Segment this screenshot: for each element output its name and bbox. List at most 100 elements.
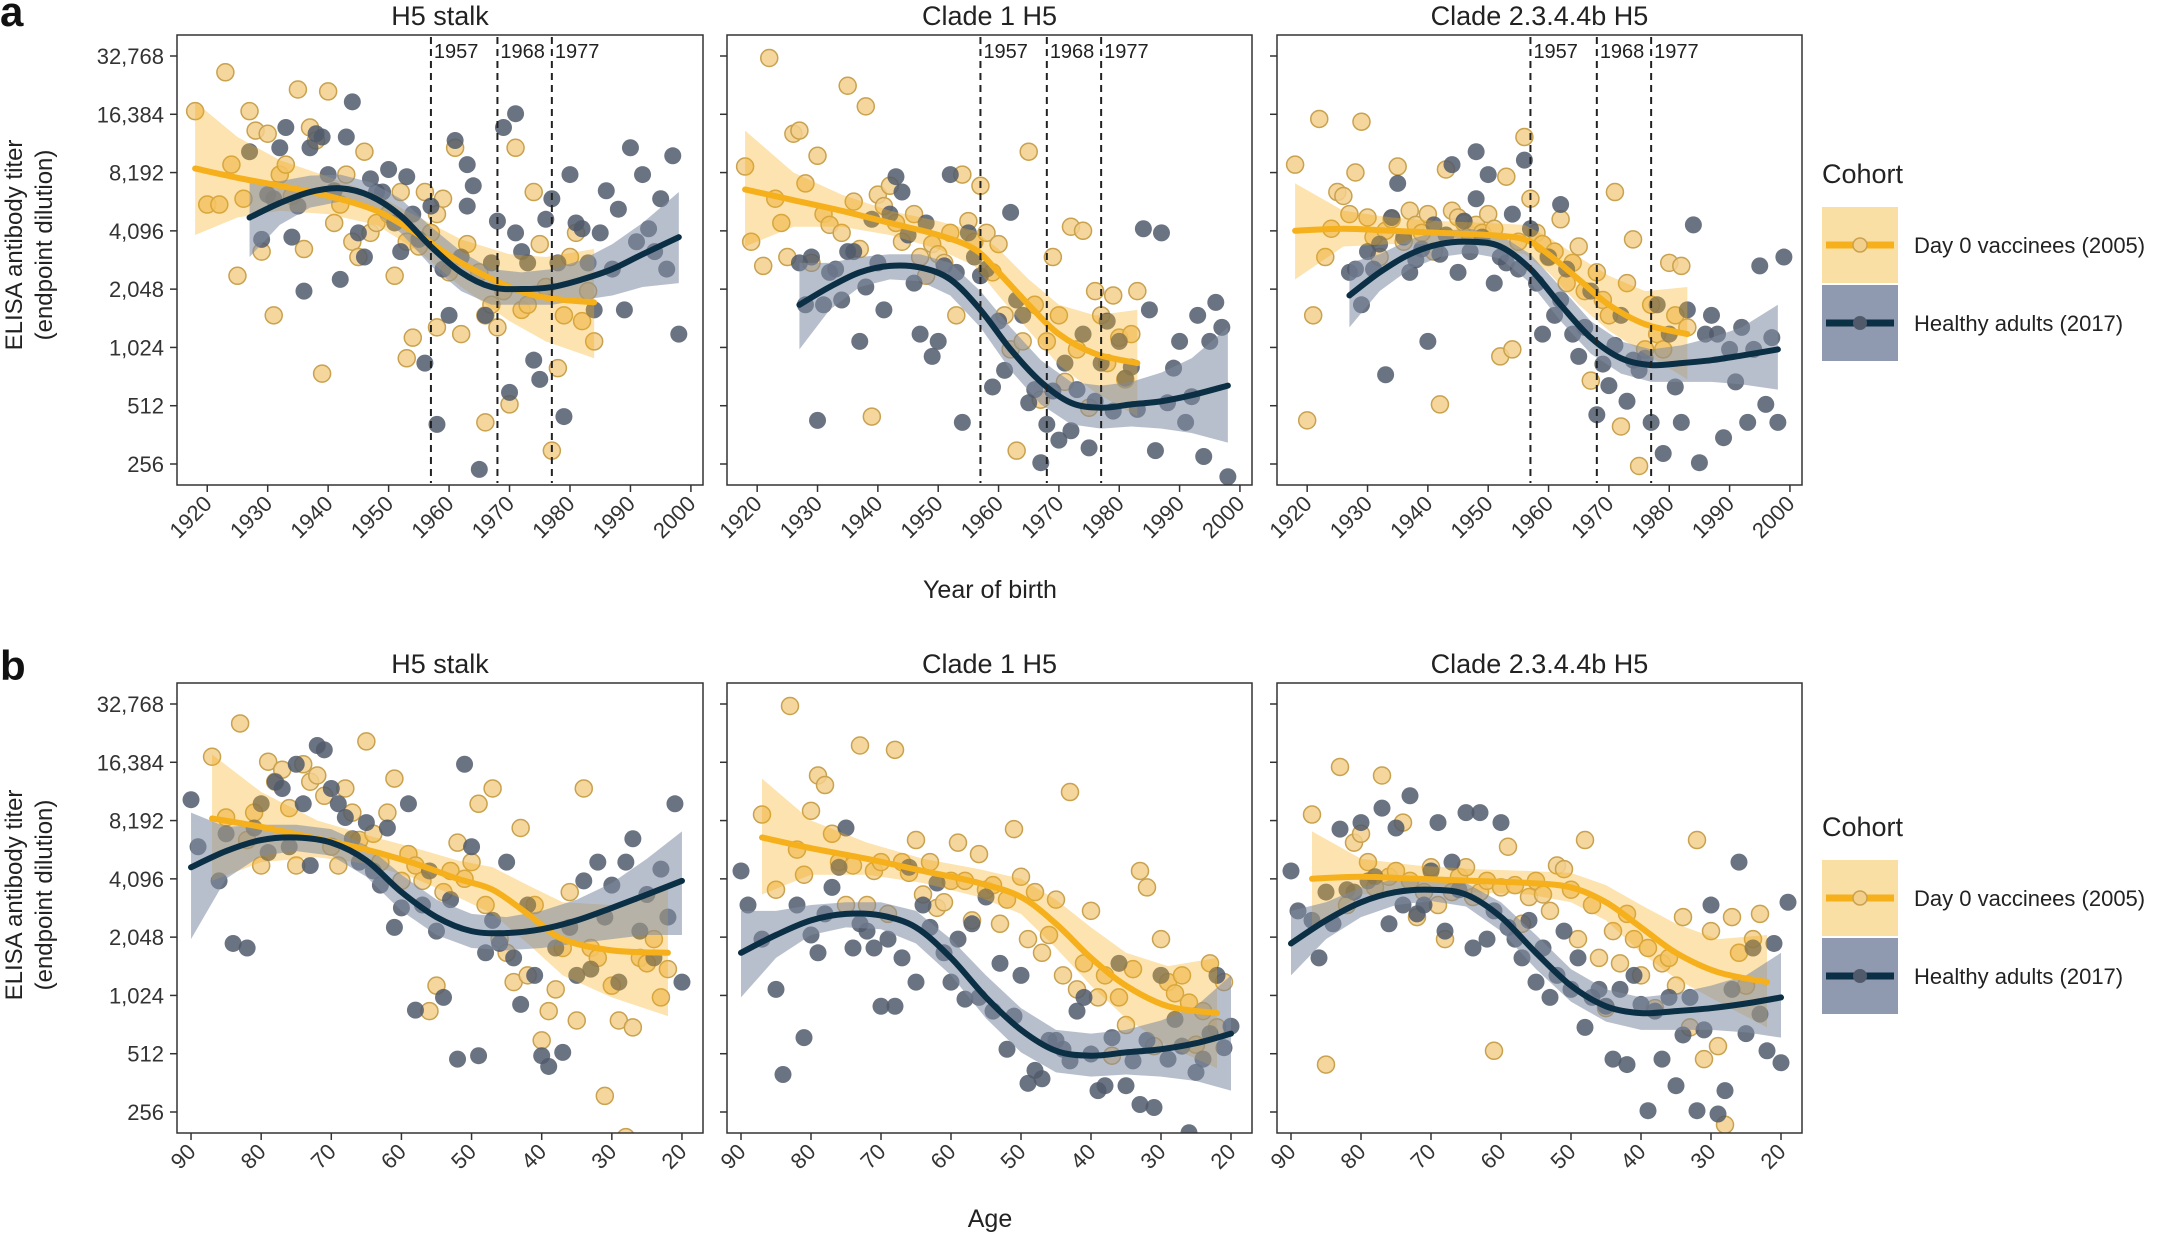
point-healthy (1570, 347, 1588, 365)
point-healthy (1019, 1074, 1037, 1092)
point-healthy (664, 147, 682, 165)
plot-area-1 (185, 63, 688, 478)
point-vaccinee (258, 752, 278, 771)
point-healthy (273, 779, 291, 797)
reference-label-1977: 1977 (1654, 41, 1699, 63)
point-healthy (271, 139, 289, 157)
point-vaccinee (856, 97, 876, 116)
x-tick-label: 1990 (1687, 491, 1739, 543)
point-vaccinee (1151, 929, 1171, 949)
point-healthy (844, 939, 862, 957)
x-tick-label: 1930 (225, 491, 277, 543)
point-healthy (301, 857, 319, 875)
panel-frame (1276, 34, 1803, 486)
point-vaccinee (815, 775, 835, 795)
point-vaccinee (1551, 210, 1570, 229)
point-healthy (1666, 378, 1684, 396)
point-healthy (929, 332, 947, 350)
point-healthy (1317, 883, 1335, 901)
point-healthy (1449, 263, 1467, 281)
x-tick-label: 50 (1546, 1139, 1581, 1174)
point-healthy (573, 220, 591, 238)
point-vaccinee (623, 1018, 643, 1037)
point-healthy (1443, 156, 1461, 174)
point-healthy (582, 960, 600, 978)
reference-label-1977: 1977 (1104, 41, 1149, 63)
y-tick-label: 512 (127, 394, 164, 419)
point-vaccinee (808, 146, 827, 166)
x-tick-label: 70 (1406, 1139, 1441, 1174)
point-vaccinee (885, 740, 905, 760)
point-vaccinee (1722, 907, 1742, 927)
fit-line-healthy (738, 910, 1234, 1059)
point-healthy (914, 896, 932, 914)
point-vaccinee (947, 306, 966, 325)
point-healthy (1131, 1095, 1149, 1113)
point-healthy (886, 997, 904, 1015)
point-vaccinee (1498, 837, 1518, 857)
point-vaccinee (989, 234, 1008, 254)
point-healthy (670, 325, 688, 343)
point-healthy (1189, 306, 1207, 324)
x-tick-label: 1980 (1626, 491, 1678, 543)
point-healthy (1479, 166, 1497, 184)
point-vaccinee (1497, 167, 1516, 186)
point-healthy (1436, 922, 1454, 940)
point-vaccinee (483, 779, 502, 798)
point-healthy (295, 282, 313, 300)
point-vaccinee (838, 76, 857, 96)
point-healthy (301, 139, 319, 157)
point-vaccinee (524, 182, 543, 202)
point-vaccinee (1340, 204, 1359, 224)
point-healthy (329, 795, 347, 813)
point-healthy (224, 934, 242, 952)
y-tick-label: 32,768 (97, 692, 164, 717)
point-healthy (875, 301, 893, 319)
x-tick-label: 1940 (1385, 491, 1437, 543)
point-healthy (1709, 1105, 1727, 1123)
point-healthy (1429, 814, 1447, 832)
point-vaccinee (1569, 237, 1588, 256)
y-tick-label: 2,048 (109, 925, 164, 950)
point-vaccinee (308, 766, 327, 785)
point-vaccinee (1085, 281, 1105, 301)
x-tick-label: 90 (1266, 1139, 1301, 1174)
legend-a: Cohort Day 0 vaccinees (2005) Healthy ad… (1822, 159, 2145, 361)
point-vaccinee (1515, 127, 1534, 147)
point-healthy (845, 243, 863, 261)
point-healthy (1702, 306, 1720, 324)
point-healthy (610, 973, 628, 991)
point-healthy (732, 862, 750, 880)
reference-label-1968: 1968 (1600, 41, 1645, 63)
x-tick-label: 40 (1616, 1139, 1651, 1174)
point-healthy (1422, 862, 1440, 880)
point-vaccinee (506, 138, 525, 158)
x-tick-label: 1980 (1076, 491, 1128, 543)
fit-line-vaccinees (192, 165, 598, 306)
point-healthy (666, 795, 684, 813)
point-healthy (1618, 392, 1636, 410)
point-vaccinee (772, 213, 791, 233)
point-healthy (887, 168, 905, 186)
x-tick-label: 40 (1066, 1139, 1101, 1174)
point-healthy (923, 347, 941, 365)
point-healthy (1383, 209, 1401, 227)
point-healthy (294, 795, 312, 813)
point-healthy (1098, 312, 1116, 330)
point-vaccinee (476, 895, 495, 915)
panel-b-label: b (0, 642, 26, 689)
point-healthy (1618, 1056, 1636, 1074)
point-vaccinee (1316, 1055, 1336, 1074)
y-axis-label-a: ELISA antibody titer (endpoint dilution) (1, 140, 58, 351)
point-vaccinee (1589, 948, 1609, 968)
point-vaccinee (560, 882, 579, 902)
point-healthy (1555, 922, 1573, 940)
point-healthy (1515, 151, 1533, 169)
point-healthy (1074, 325, 1092, 343)
point-healthy (652, 190, 670, 208)
point-healthy (609, 200, 627, 218)
point-vaccinee (1316, 247, 1335, 267)
point-healthy (1716, 1082, 1734, 1100)
point-healthy (1678, 301, 1696, 319)
point-healthy (331, 270, 349, 288)
